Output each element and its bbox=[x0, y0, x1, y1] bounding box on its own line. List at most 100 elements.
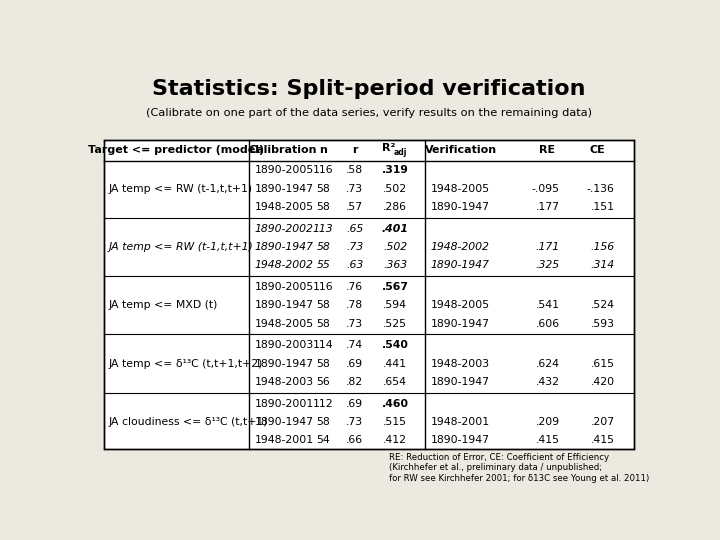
Text: .541: .541 bbox=[536, 300, 560, 310]
Text: CE: CE bbox=[590, 145, 606, 156]
Text: 1948-2005: 1948-2005 bbox=[255, 319, 314, 329]
Text: JA temp <= RW (t-1,t,t+1): JA temp <= RW (t-1,t,t+1) bbox=[109, 184, 253, 194]
Text: RE: RE bbox=[539, 145, 556, 156]
Text: .73: .73 bbox=[346, 319, 363, 329]
Text: .524: .524 bbox=[590, 300, 615, 310]
Text: 1890-1947: 1890-1947 bbox=[255, 184, 314, 194]
Text: .82: .82 bbox=[346, 377, 363, 387]
Text: 1890-1947: 1890-1947 bbox=[431, 202, 490, 212]
Text: .58: .58 bbox=[346, 165, 363, 176]
FancyBboxPatch shape bbox=[104, 140, 634, 449]
Text: .286: .286 bbox=[383, 202, 408, 212]
Text: 1948-2003: 1948-2003 bbox=[431, 359, 490, 369]
Text: RE: Reduction of Error, CE: Coefficient of Efficiency
(Kirchhefer et al., prelim: RE: Reduction of Error, CE: Coefficient … bbox=[389, 453, 649, 483]
Text: .624: .624 bbox=[536, 359, 560, 369]
Text: .319: .319 bbox=[382, 165, 409, 176]
Text: .363: .363 bbox=[383, 260, 408, 271]
Text: JA temp <= RW (t-1,t,t+1): JA temp <= RW (t-1,t,t+1) bbox=[109, 242, 253, 252]
Text: 1890-1947: 1890-1947 bbox=[431, 260, 490, 271]
Text: 116: 116 bbox=[313, 165, 333, 176]
Text: R²: R² bbox=[382, 143, 396, 153]
Text: 58: 58 bbox=[316, 242, 330, 252]
Text: 1948-2001: 1948-2001 bbox=[431, 417, 490, 427]
Text: .209: .209 bbox=[536, 417, 560, 427]
Text: .615: .615 bbox=[590, 359, 615, 369]
Text: 54: 54 bbox=[316, 435, 330, 445]
Text: Calibration: Calibration bbox=[248, 145, 317, 156]
Text: 1948-2005: 1948-2005 bbox=[431, 300, 490, 310]
Text: .654: .654 bbox=[383, 377, 408, 387]
Text: 58: 58 bbox=[316, 359, 330, 369]
Text: .69: .69 bbox=[346, 359, 363, 369]
Text: 1890-1947: 1890-1947 bbox=[431, 435, 490, 445]
Text: 1948-2001: 1948-2001 bbox=[255, 435, 314, 445]
Text: .73: .73 bbox=[346, 242, 363, 252]
Text: 113: 113 bbox=[313, 224, 333, 234]
Text: r: r bbox=[352, 145, 357, 156]
Text: .415: .415 bbox=[536, 435, 560, 445]
Text: Statistics: Split-period verification: Statistics: Split-period verification bbox=[152, 79, 586, 99]
Text: n: n bbox=[319, 145, 327, 156]
Text: -.095: -.095 bbox=[532, 184, 560, 194]
Text: 1948-2003: 1948-2003 bbox=[255, 377, 314, 387]
Text: 58: 58 bbox=[316, 202, 330, 212]
Text: .567: .567 bbox=[382, 282, 409, 292]
Text: 1890-1947: 1890-1947 bbox=[255, 242, 313, 252]
Text: 116: 116 bbox=[313, 282, 333, 292]
Text: 1890-2001: 1890-2001 bbox=[255, 399, 314, 409]
Text: .606: .606 bbox=[536, 319, 560, 329]
Text: .441: .441 bbox=[383, 359, 408, 369]
Text: .73: .73 bbox=[346, 417, 363, 427]
Text: .171: .171 bbox=[536, 242, 560, 252]
Text: 1890-2005: 1890-2005 bbox=[255, 165, 314, 176]
Text: .502: .502 bbox=[383, 184, 408, 194]
Text: .325: .325 bbox=[536, 260, 560, 271]
Text: 1948-2002: 1948-2002 bbox=[255, 260, 313, 271]
Text: 58: 58 bbox=[316, 300, 330, 310]
Text: Verification: Verification bbox=[425, 145, 497, 156]
Text: 1890-1947: 1890-1947 bbox=[431, 319, 490, 329]
Text: 58: 58 bbox=[316, 184, 330, 194]
Text: 55: 55 bbox=[316, 260, 330, 271]
Text: 1890-1947: 1890-1947 bbox=[255, 300, 314, 310]
Text: Target <= predictor (model): Target <= predictor (model) bbox=[89, 145, 264, 156]
Text: .420: .420 bbox=[590, 377, 615, 387]
Text: 1890-1947: 1890-1947 bbox=[255, 417, 314, 427]
Text: .207: .207 bbox=[590, 417, 615, 427]
Text: 1890-2005: 1890-2005 bbox=[255, 282, 314, 292]
Text: 1948-2005: 1948-2005 bbox=[255, 202, 314, 212]
Text: .69: .69 bbox=[346, 399, 363, 409]
Text: .515: .515 bbox=[383, 417, 408, 427]
Text: .412: .412 bbox=[383, 435, 408, 445]
Text: adj: adj bbox=[394, 148, 407, 158]
Text: .66: .66 bbox=[346, 435, 363, 445]
Text: 58: 58 bbox=[316, 417, 330, 427]
Text: .57: .57 bbox=[346, 202, 363, 212]
Text: .156: .156 bbox=[590, 242, 615, 252]
Text: 1890-2002: 1890-2002 bbox=[255, 224, 313, 234]
Text: .73: .73 bbox=[346, 184, 363, 194]
Text: 112: 112 bbox=[313, 399, 333, 409]
Text: 1890-1947: 1890-1947 bbox=[431, 377, 490, 387]
Text: 1948-2002: 1948-2002 bbox=[431, 242, 490, 252]
Text: .460: .460 bbox=[382, 399, 409, 409]
Text: .593: .593 bbox=[590, 319, 615, 329]
Text: .78: .78 bbox=[346, 300, 363, 310]
Text: .74: .74 bbox=[346, 340, 363, 350]
Text: 1890-2003: 1890-2003 bbox=[255, 340, 314, 350]
Text: .177: .177 bbox=[536, 202, 560, 212]
Text: 58: 58 bbox=[316, 319, 330, 329]
Text: (Calibrate on one part of the data series, verify results on the remaining data): (Calibrate on one part of the data serie… bbox=[146, 109, 592, 118]
Text: .415: .415 bbox=[590, 435, 615, 445]
Text: .151: .151 bbox=[590, 202, 615, 212]
Text: .525: .525 bbox=[383, 319, 408, 329]
Text: .65: .65 bbox=[346, 224, 363, 234]
Text: .540: .540 bbox=[382, 340, 409, 350]
Text: JA temp <= δ¹³C (t,t+1,t+2): JA temp <= δ¹³C (t,t+1,t+2) bbox=[109, 359, 263, 369]
Text: 1948-2005: 1948-2005 bbox=[431, 184, 490, 194]
Text: .502: .502 bbox=[383, 242, 408, 252]
Text: 114: 114 bbox=[313, 340, 333, 350]
Text: 1890-1947: 1890-1947 bbox=[255, 359, 314, 369]
Text: .314: .314 bbox=[590, 260, 615, 271]
Text: JA temp <= MXD (t): JA temp <= MXD (t) bbox=[109, 300, 217, 310]
